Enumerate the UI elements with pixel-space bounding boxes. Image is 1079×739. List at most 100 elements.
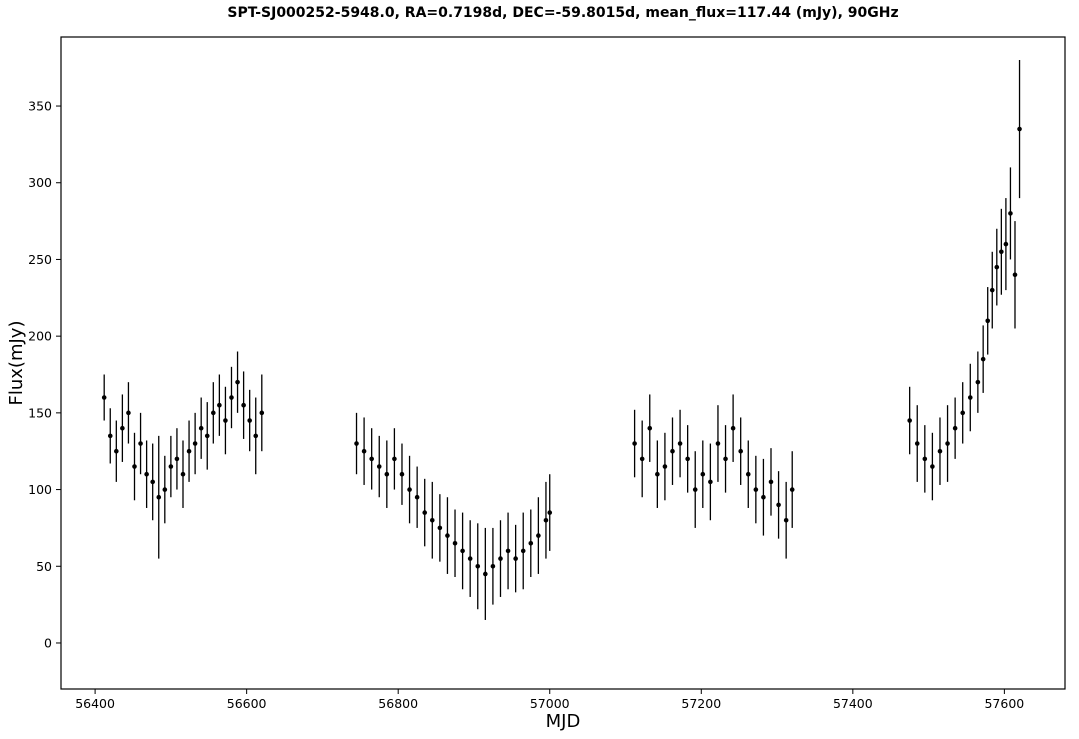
x-tick-label: 56800 (378, 696, 418, 711)
data-point (783, 517, 789, 523)
data-point (186, 448, 192, 454)
data-point (907, 418, 912, 423)
data-point (639, 456, 645, 462)
data-point (1003, 241, 1009, 247)
data-point (407, 487, 412, 492)
data-point (247, 418, 252, 423)
data-point (223, 418, 228, 423)
data-point (253, 433, 259, 439)
data-point (528, 540, 534, 546)
data-point (1012, 272, 1018, 278)
data-point (999, 249, 1004, 255)
data-point (745, 471, 751, 477)
error-bars (103, 60, 1021, 620)
data-point (144, 471, 149, 477)
data-point (937, 448, 943, 454)
x-tick-label: 57600 (984, 696, 1024, 711)
data-point (399, 471, 405, 477)
data-point (692, 487, 698, 492)
data-point (217, 402, 222, 408)
data-point (723, 456, 728, 462)
data-point (150, 479, 155, 485)
data-point (715, 441, 721, 446)
data-point (392, 456, 397, 462)
data-point (647, 425, 653, 431)
data-point (753, 487, 759, 492)
data-point (107, 433, 113, 439)
data-point (192, 441, 198, 446)
data-point (994, 264, 1000, 270)
data-point (132, 464, 137, 469)
data-point (547, 510, 553, 515)
data-point (354, 441, 359, 446)
data-point (967, 395, 973, 400)
data-point (768, 479, 774, 485)
data-point (445, 533, 450, 538)
data-point (985, 318, 991, 324)
data-point (632, 441, 637, 446)
data-point (414, 494, 420, 500)
data-point (101, 395, 107, 400)
data-point (761, 494, 766, 500)
data-point (120, 425, 125, 431)
data-point (776, 502, 781, 508)
data-point (685, 456, 690, 462)
plot-frame (60, 36, 1066, 690)
data-point (452, 540, 458, 546)
data-point (505, 548, 511, 554)
data-point (259, 410, 265, 416)
data-point (952, 425, 958, 431)
data-point (662, 464, 668, 469)
y-tick-label: 150 (28, 405, 52, 420)
data-point (1008, 211, 1013, 216)
data-point (536, 533, 541, 538)
data-point (498, 556, 503, 561)
data-point (422, 510, 428, 515)
data-point (655, 471, 660, 477)
data-point (437, 525, 443, 531)
data-point (490, 563, 496, 569)
data-point (376, 464, 382, 469)
data-point (980, 356, 986, 362)
data-point (483, 571, 488, 577)
data-point (960, 410, 966, 416)
data-point (211, 410, 216, 416)
y-tick-label: 50 (36, 559, 52, 574)
x-tick-label: 56600 (227, 696, 267, 711)
y-tick-label: 100 (28, 482, 52, 497)
data-point (235, 379, 240, 385)
x-tick-label: 57000 (530, 696, 570, 711)
data-point (700, 471, 706, 477)
x-axis-label: MJD (546, 711, 581, 732)
x-tick-label: 57400 (833, 696, 873, 711)
y-axis-ticks: 0 50 100 150 200 250 300 350 (28, 99, 61, 650)
data-point (467, 556, 473, 561)
data-point (670, 448, 675, 454)
x-tick-label: 57200 (681, 696, 721, 711)
data-point (229, 395, 234, 400)
data-point (460, 548, 465, 554)
data-point (475, 563, 481, 569)
y-tick-label: 300 (28, 175, 52, 190)
data-point (384, 471, 390, 477)
data-point (989, 287, 995, 293)
data-point (168, 464, 174, 469)
chart-title: SPT-SJ000252-5948.0, RA=0.7198d, DEC=-59… (227, 5, 899, 21)
data-point (738, 448, 743, 454)
y-tick-label: 200 (28, 329, 52, 344)
data-point (126, 410, 131, 416)
data-point (975, 379, 981, 385)
data-point (789, 487, 795, 492)
data-point (520, 548, 526, 554)
data-point (513, 556, 518, 561)
data-point (361, 448, 367, 454)
data-point (138, 441, 143, 446)
data-point (730, 425, 736, 431)
y-tick-label: 0 (44, 635, 52, 650)
data-point (198, 425, 204, 431)
data-point (930, 464, 935, 469)
y-axis-label: Flux(mJy) (6, 321, 27, 406)
data-point (162, 487, 168, 492)
data-points (101, 126, 1022, 577)
